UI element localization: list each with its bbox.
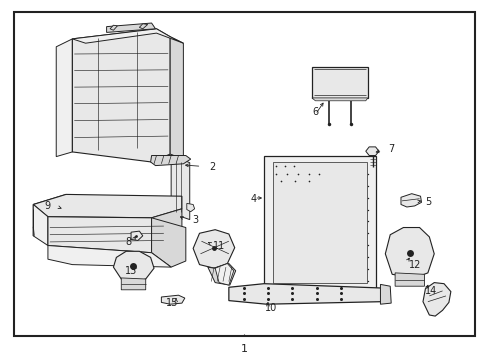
Polygon shape — [311, 67, 367, 98]
Text: 4: 4 — [250, 194, 256, 204]
Polygon shape — [394, 273, 424, 286]
Polygon shape — [170, 37, 183, 159]
Text: 13: 13 — [124, 266, 137, 276]
Polygon shape — [110, 25, 117, 30]
Text: 12: 12 — [407, 260, 420, 270]
Text: 10: 10 — [264, 303, 277, 313]
Text: 11: 11 — [212, 240, 225, 251]
Polygon shape — [72, 29, 170, 162]
Polygon shape — [215, 264, 233, 285]
Polygon shape — [272, 162, 366, 283]
Polygon shape — [186, 203, 194, 212]
Text: 2: 2 — [209, 162, 215, 172]
Text: 1: 1 — [241, 344, 247, 354]
Text: 5: 5 — [424, 197, 430, 207]
Polygon shape — [380, 284, 390, 304]
Polygon shape — [228, 284, 381, 304]
Text: 6: 6 — [312, 107, 318, 117]
Polygon shape — [72, 29, 183, 43]
Polygon shape — [207, 264, 235, 285]
Polygon shape — [56, 39, 72, 157]
Polygon shape — [33, 204, 48, 246]
Polygon shape — [106, 23, 155, 32]
Polygon shape — [400, 194, 421, 207]
Text: 8: 8 — [125, 237, 131, 247]
Polygon shape — [264, 156, 375, 290]
Polygon shape — [131, 231, 142, 240]
Polygon shape — [151, 218, 185, 267]
Polygon shape — [365, 147, 378, 156]
Polygon shape — [422, 283, 450, 316]
Polygon shape — [151, 209, 182, 253]
Text: 7: 7 — [387, 144, 393, 154]
Text: 3: 3 — [192, 215, 198, 225]
Text: 9: 9 — [45, 201, 51, 211]
Polygon shape — [161, 295, 184, 304]
Polygon shape — [139, 24, 147, 29]
Polygon shape — [33, 194, 66, 236]
Polygon shape — [48, 217, 165, 254]
Polygon shape — [385, 228, 433, 278]
Polygon shape — [121, 278, 145, 290]
Text: 14: 14 — [424, 286, 437, 296]
Polygon shape — [48, 246, 171, 267]
Polygon shape — [113, 251, 154, 283]
Text: 15: 15 — [165, 298, 178, 308]
Polygon shape — [193, 230, 234, 268]
Polygon shape — [171, 155, 189, 220]
Polygon shape — [150, 156, 190, 166]
Polygon shape — [311, 98, 367, 101]
Polygon shape — [33, 194, 182, 218]
